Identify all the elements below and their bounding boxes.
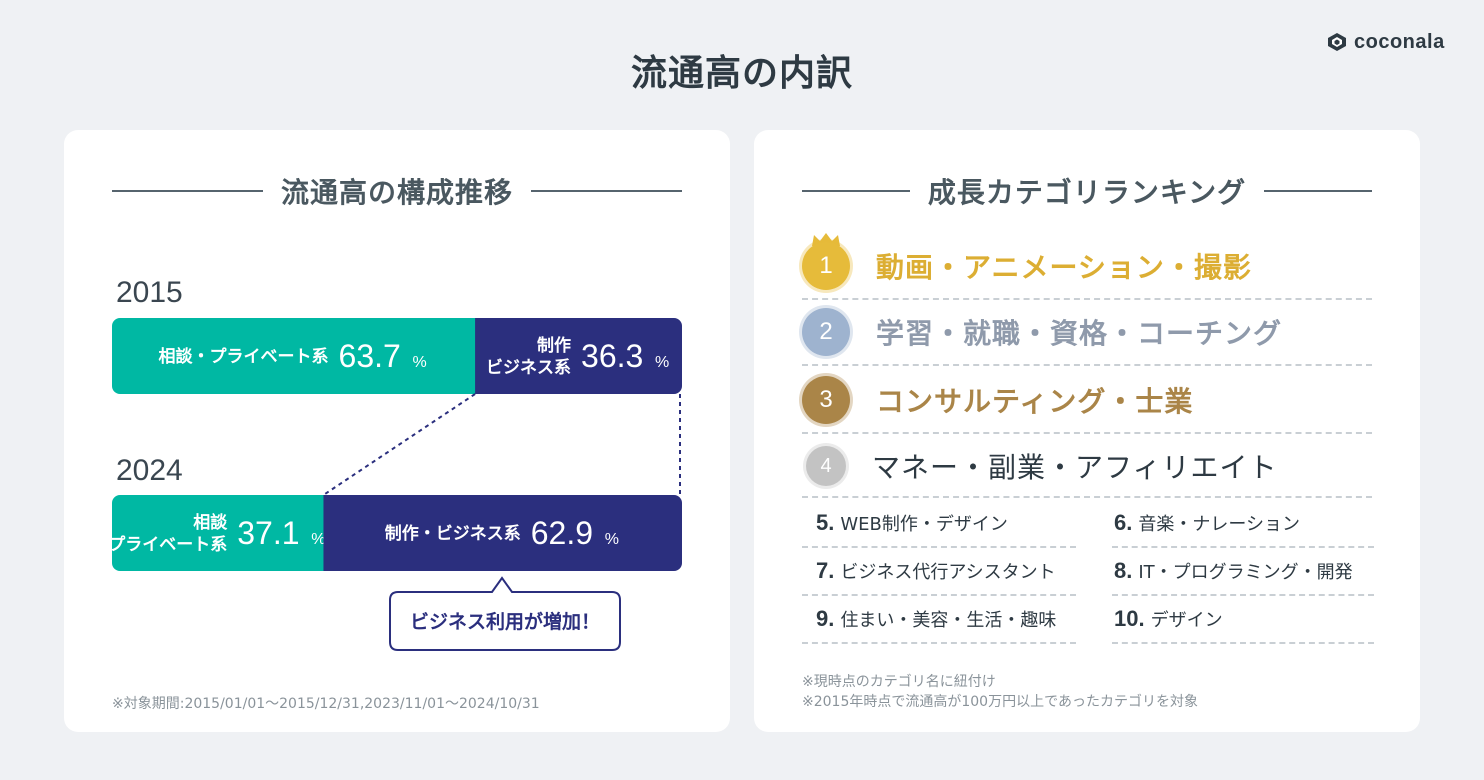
rank-number: 8. <box>1114 558 1133 583</box>
ranking-item-9: 9. 住まい・美容・生活・趣味 <box>802 596 1076 644</box>
rank-medal-3: 3 <box>802 376 850 424</box>
bar-segment-2024-business <box>323 495 682 571</box>
ranking-heading-text: 成長カテゴリランキング <box>927 176 1247 209</box>
rank-label: ビジネス代行アシスタント <box>840 562 1056 583</box>
rank-label-3: コンサルティング・士業 <box>876 385 1194 418</box>
ranking-footnote-1: ※現時点のカテゴリ名に紐付け <box>802 674 996 690</box>
rank-label: WEB制作・デザイン <box>840 514 1008 535</box>
composition-heading: 流通高の構成推移 <box>112 166 683 216</box>
ranking-item-7: 7. ビジネス代行アシスタント <box>802 548 1076 596</box>
rank-medal-2: 2 <box>802 308 850 356</box>
segment-label-2015-1-1: ビジネス系 <box>486 358 571 378</box>
ranking-item-6: 6. 音楽・ナレーション <box>1112 500 1374 548</box>
ranking-heading: 成長カテゴリランキング <box>802 166 1373 216</box>
connector-line-split <box>322 393 476 496</box>
segment-label-2024-0-0: 相談 <box>193 512 228 533</box>
rank-label: 住まい・美容・生活・趣味 <box>840 610 1057 631</box>
rank-label: 音楽・ナレーション <box>1138 514 1300 535</box>
heading-rule-right <box>531 190 683 192</box>
bar-segment-2015-private <box>112 318 476 394</box>
period-footnote: ※対象期間:2015/01/01〜2015/12/31,2023/11/01〜2… <box>112 696 540 712</box>
rank-label-2: 学習・就職・資格・コーチング <box>876 317 1283 350</box>
rank-number: 10. <box>1114 606 1145 631</box>
logo: coconala <box>1326 29 1445 55</box>
year-label-2024: 2024 <box>116 454 183 487</box>
ranking-item-10: 10. デザイン <box>1112 596 1374 644</box>
callout-bubble <box>389 576 621 651</box>
composition-card: 流通高の構成推移 2015 相談・プライベート系 63.7% 制作 ビジネス系 36.3%… <box>64 130 730 732</box>
segment-label-2024-1-0: 制作・ビジネス系 <box>385 523 521 544</box>
rank-number: 9. <box>816 606 835 631</box>
segment-label-2015-0-0: 相談・プライベート系 <box>159 346 329 367</box>
callout-text: ビジネス利用が増加！ <box>410 610 600 633</box>
rank-label-1: 動画・アニメーション・撮影 <box>876 251 1252 284</box>
rank-medal-1: 1 <box>802 242 850 290</box>
segment-unit-2024-1: % <box>605 531 619 548</box>
coconala-logo-icon <box>1328 33 1346 51</box>
heading-rule-left <box>802 190 910 192</box>
heading-rule-right <box>1264 190 1373 192</box>
rank-label: デザイン <box>1150 610 1223 631</box>
rank-number: 7. <box>816 558 835 583</box>
rank-number: 6. <box>1114 510 1133 535</box>
ranking-item-1: 1 動画・アニメーション・撮影 <box>802 234 1372 300</box>
bar-segment-2015-business <box>475 318 682 394</box>
ranking-item-5: 5. WEB制作・デザイン <box>802 500 1076 548</box>
rank-label-4: マネー・副業・アフィリエイト <box>872 451 1278 484</box>
rank-medal-4: 4 <box>806 446 846 486</box>
ranking-card: 成長カテゴリランキング 1 動画・アニメーション・撮影 2 学習・就職・資格・コーチン… <box>754 130 1420 732</box>
bar-segment-2024-private <box>112 495 324 571</box>
segment-label-2015-1-0: 制作 <box>537 335 571 356</box>
composition-heading-text: 流通高の構成推移 <box>281 176 514 209</box>
segment-value-2024-0: 37.1 <box>237 515 299 551</box>
segment-value-2015-1: 36.3 <box>581 338 643 374</box>
segment-unit-2024-0: % <box>311 531 325 548</box>
segment-value-2015-0: 63.7 <box>339 338 401 374</box>
segment-label-2024-0-1: プライベート系 <box>108 534 227 555</box>
heading-rule-left <box>112 190 263 192</box>
logo-text: coconala <box>1354 30 1445 53</box>
page-title: 流通高の内訳 <box>630 53 853 94</box>
segment-unit-2015-0: % <box>413 354 427 371</box>
ranking-item-2: 2 学習・就職・資格・コーチング <box>802 300 1372 366</box>
segment-unit-2015-1: % <box>655 354 669 371</box>
rank-number: 5. <box>816 510 835 535</box>
ranking-footnote-2: ※2015年時点で流通高が100万円以上であったカテゴリを対象 <box>802 694 1198 710</box>
segment-value-2024-1: 62.9 <box>531 515 593 551</box>
rank-label: IT・プログラミング・開発 <box>1138 562 1353 583</box>
ranking-item-4: 4 マネー・副業・アフィリエイト <box>802 436 1372 498</box>
ranking-item-8: 8. IT・プログラミング・開発 <box>1112 548 1374 596</box>
ranking-item-3: 3 コンサルティング・士業 <box>802 368 1372 434</box>
year-label-2015: 2015 <box>116 276 183 309</box>
